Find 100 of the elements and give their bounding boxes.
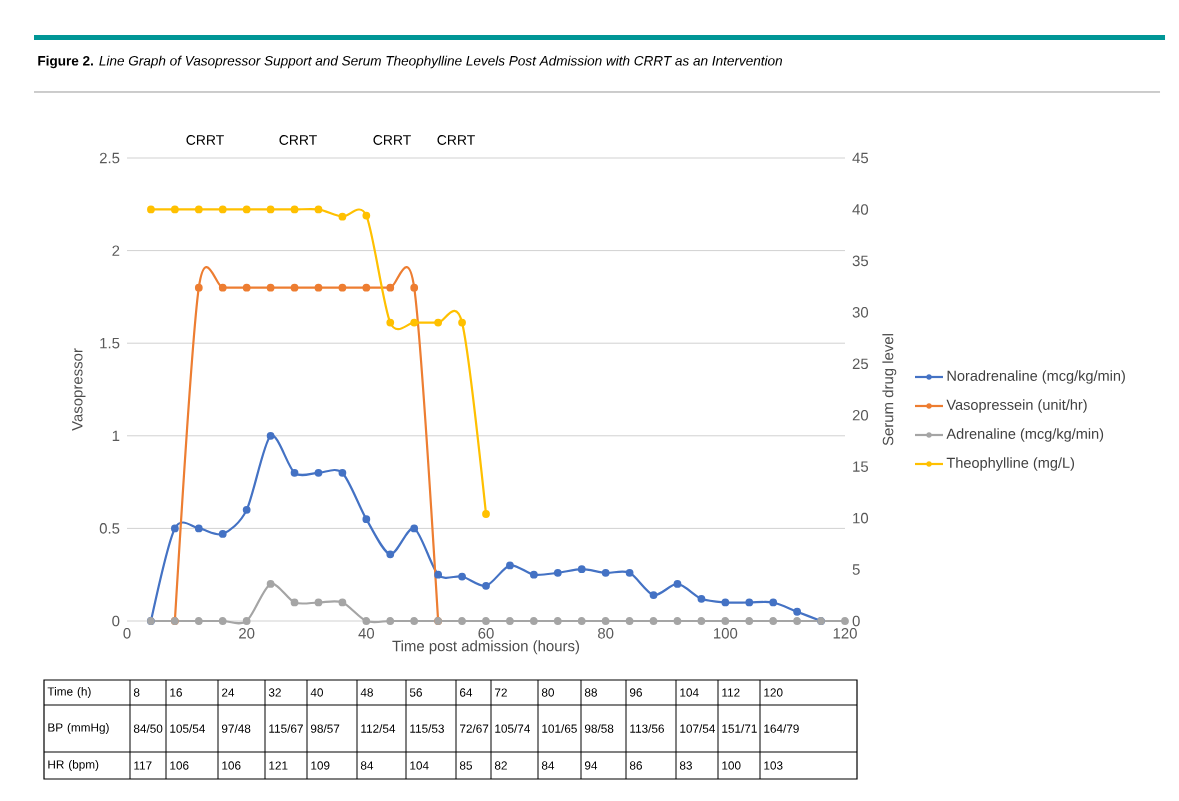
chart-title: Figure 2. Line Graph of Vasopressor Support and Serum Theophylline Levels Post Admission with CRRT as an Intervention bbox=[38, 55, 783, 69]
point bbox=[482, 617, 490, 625]
point bbox=[242, 617, 251, 625]
point bbox=[529, 617, 538, 625]
point bbox=[601, 617, 610, 625]
text: CRRT bbox=[186, 135, 224, 145]
point bbox=[147, 205, 155, 214]
point bbox=[410, 318, 419, 327]
text: 98/57 bbox=[310, 724, 340, 733]
point bbox=[721, 617, 730, 625]
text: 105/74 bbox=[495, 724, 531, 733]
text: 48 bbox=[360, 688, 373, 697]
point bbox=[553, 617, 562, 625]
text: 104 bbox=[680, 688, 699, 697]
text: 117 bbox=[134, 761, 152, 770]
point bbox=[242, 283, 251, 292]
point bbox=[793, 607, 802, 616]
point bbox=[649, 591, 658, 599]
y2-tick-label: 5 bbox=[852, 564, 860, 575]
point bbox=[745, 598, 754, 607]
text: 56 bbox=[409, 688, 422, 697]
text: 40 bbox=[310, 688, 323, 697]
text: 100 bbox=[722, 761, 741, 770]
point bbox=[314, 205, 323, 214]
x-tick-label: 120 bbox=[833, 628, 857, 639]
point bbox=[362, 283, 371, 292]
text: 104 bbox=[410, 761, 429, 770]
point bbox=[362, 515, 371, 524]
text: 112/54 bbox=[361, 724, 396, 733]
point bbox=[434, 570, 443, 579]
text: 107/54 bbox=[680, 724, 716, 733]
point bbox=[386, 550, 395, 559]
y2-axis-title: Serum drug level bbox=[882, 334, 897, 446]
legend-label: Adrenaline (mcg/kg/min) bbox=[946, 428, 1104, 442]
legend-label: Vasopressein (unit/hr) bbox=[946, 399, 1087, 413]
point bbox=[194, 205, 203, 214]
point bbox=[290, 205, 299, 214]
point bbox=[218, 283, 227, 292]
point bbox=[506, 561, 514, 570]
point bbox=[673, 580, 682, 588]
y-tick-label: 2 bbox=[112, 245, 120, 256]
text: CRRT bbox=[437, 135, 475, 145]
x-axis-title: Time post admission (hours) bbox=[392, 640, 580, 655]
x-tick-label: 100 bbox=[714, 628, 738, 639]
point bbox=[410, 524, 419, 533]
point bbox=[194, 617, 203, 625]
x-tick-label: 20 bbox=[239, 628, 255, 639]
text: CRRT bbox=[373, 135, 411, 145]
text: 8 bbox=[133, 688, 140, 697]
point bbox=[529, 570, 538, 579]
point bbox=[266, 431, 275, 440]
text: BP (mmHg) bbox=[48, 723, 109, 734]
point bbox=[218, 530, 227, 538]
point bbox=[290, 598, 299, 607]
point bbox=[290, 468, 299, 477]
point bbox=[218, 617, 227, 625]
text: 80 bbox=[541, 688, 554, 697]
point bbox=[386, 318, 395, 327]
point bbox=[769, 617, 778, 625]
point bbox=[314, 598, 323, 607]
point bbox=[649, 617, 658, 625]
y2-tick-label: 45 bbox=[852, 152, 869, 164]
point bbox=[410, 283, 419, 292]
text: 72 bbox=[495, 688, 507, 697]
point bbox=[673, 617, 682, 625]
text: 151/71 bbox=[722, 724, 757, 733]
text: Time (h) bbox=[47, 687, 91, 698]
text: 115/53 bbox=[410, 724, 444, 733]
y-axis-title: Vasopressor bbox=[72, 348, 86, 431]
point bbox=[577, 565, 586, 574]
text: 82 bbox=[494, 761, 507, 770]
y-tick-label: 1.5 bbox=[100, 337, 120, 349]
y2-tick-label: 20 bbox=[852, 409, 869, 421]
text: 97/48 bbox=[221, 724, 251, 733]
text: 94 bbox=[584, 761, 598, 770]
point bbox=[697, 594, 706, 603]
point bbox=[482, 581, 490, 590]
text: 121 bbox=[269, 761, 288, 770]
text: 112 bbox=[722, 688, 740, 697]
point bbox=[458, 318, 466, 327]
point bbox=[601, 568, 610, 577]
text: 105/54 bbox=[170, 724, 205, 733]
text: 109 bbox=[311, 761, 330, 770]
point bbox=[218, 205, 227, 214]
point bbox=[362, 211, 371, 220]
x-tick-label: 60 bbox=[478, 628, 494, 639]
text: 88 bbox=[584, 688, 597, 697]
text: 101/65 bbox=[542, 724, 577, 733]
text: 84 bbox=[541, 761, 555, 770]
y-tick-label: 2.5 bbox=[99, 152, 120, 164]
y-tick-label: 1 bbox=[112, 430, 120, 441]
point bbox=[721, 598, 730, 607]
point bbox=[434, 318, 443, 327]
point bbox=[290, 283, 299, 292]
y2-tick-label: 25 bbox=[852, 358, 869, 370]
point bbox=[386, 283, 395, 292]
point bbox=[410, 617, 419, 625]
text: 96 bbox=[629, 688, 642, 697]
legend-label: Noradrenaline (mcg/kg/min) bbox=[947, 370, 1125, 384]
text: 120 bbox=[764, 688, 783, 697]
